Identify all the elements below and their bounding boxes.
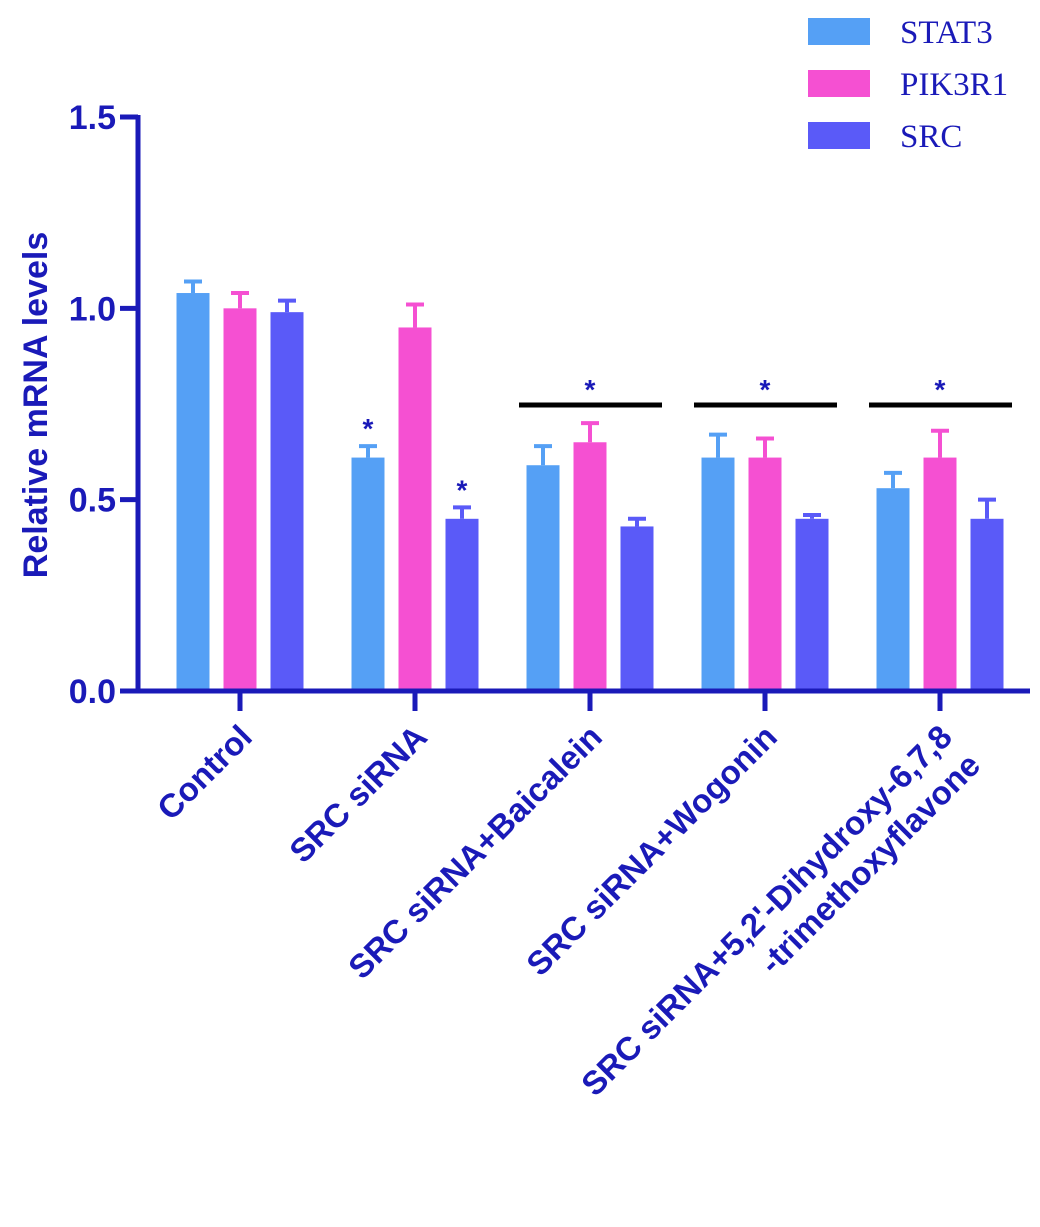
bars <box>176 279 1004 691</box>
x-tick-label-line: SRC siRNA <box>282 718 434 870</box>
bar-stat3 <box>876 488 910 691</box>
bar-pik3r1 <box>398 327 432 691</box>
y-tick-label: 0.0 <box>69 673 116 711</box>
legend-swatch-stat3 <box>808 18 870 45</box>
bar-src <box>970 518 1004 691</box>
bar-src <box>445 518 479 691</box>
significance-asterisk: * <box>760 374 771 405</box>
x-tick-label: SRC siRNA <box>282 718 434 870</box>
bar-pik3r1 <box>573 442 607 691</box>
bar-stat3 <box>176 293 210 691</box>
bar-stat3 <box>351 457 385 691</box>
legend-label-src: SRC <box>900 119 962 155</box>
bar-stat3 <box>526 465 560 691</box>
bar-src <box>795 518 829 691</box>
significance-asterisk: * <box>585 374 596 405</box>
bar-src <box>270 312 304 691</box>
significance-marks: * * * * * <box>363 374 1012 505</box>
bar-stat3 <box>701 457 735 691</box>
significance-asterisk: * <box>363 413 374 444</box>
bar-pik3r1 <box>748 457 782 691</box>
legend-swatch-src <box>808 122 870 149</box>
x-tick-label-line: SRC siRNA+5,2'-Dihydroxy-6,7,8 <box>574 718 959 1103</box>
y-tick-label: 0.5 <box>69 482 116 520</box>
y-tick-label: 1.5 <box>69 99 116 137</box>
x-tick-label-line: Control <box>150 718 259 827</box>
bar-src <box>620 526 654 691</box>
bar-pik3r1 <box>923 457 957 691</box>
significance-asterisk: * <box>457 474 468 505</box>
x-tick-label: Control <box>150 718 259 827</box>
x-tick-label: SRC siRNA+5,2'-Dihydroxy-6,7,8-trimethox… <box>574 718 987 1131</box>
y-tick-label: 1.0 <box>69 290 116 328</box>
legend-label-pik3r1: PIK3R1 <box>900 67 1008 103</box>
y-axis-label: Relative mRNA levels <box>17 232 55 578</box>
bar-pik3r1 <box>223 308 257 691</box>
legend: STAT3 PIK3R1 SRC <box>808 15 1008 155</box>
legend-label-stat3: STAT3 <box>900 15 993 51</box>
legend-swatch-pik3r1 <box>808 70 870 97</box>
y-axis: 0.0 0.5 1.0 1.5 <box>69 99 141 711</box>
significance-asterisk: * <box>935 374 946 405</box>
